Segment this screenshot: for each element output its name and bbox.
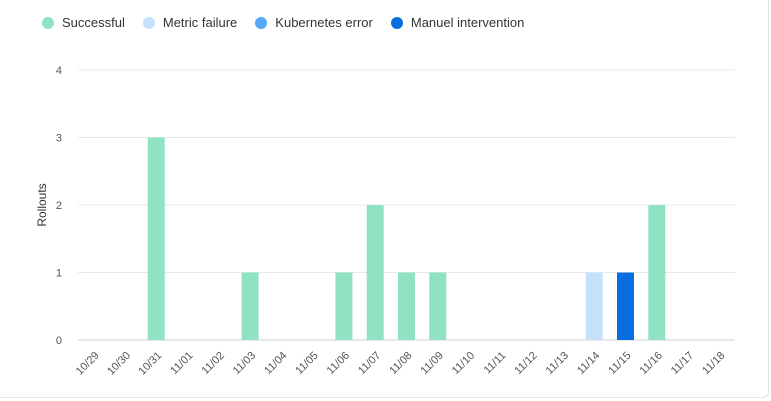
x-tick-label: 11/11 [482, 350, 509, 377]
bar-successful[interactable] [429, 272, 447, 341]
y-tick-label: 2 [56, 200, 62, 212]
bar-successful[interactable] [147, 137, 165, 341]
legend-swatch-kubernetes-error [255, 16, 268, 29]
x-tick-label: 11/04 [262, 350, 289, 377]
y-tick-label: 3 [56, 133, 62, 145]
legend-item-kubernetes-error[interactable]: Kubernetes error [255, 15, 373, 30]
y-tick-label: 0 [56, 335, 62, 347]
x-tick-label: 11/01 [168, 350, 195, 377]
bar-successful[interactable] [648, 205, 666, 340]
bar-successful[interactable] [335, 272, 353, 341]
bar-metric-failure[interactable] [585, 272, 603, 341]
x-tick-label: 11/08 [387, 350, 414, 377]
legend-swatch-successful [42, 16, 54, 29]
x-tick-label: 11/16 [638, 350, 665, 377]
x-tick-label: 11/05 [293, 350, 320, 377]
legend-item-metric-failure[interactable]: Metric failure [142, 15, 238, 30]
y-axis-ticks: 0 1 2 3 4 [56, 65, 62, 347]
x-tick-label: 11/17 [669, 350, 696, 377]
y-tick-label: 4 [56, 65, 62, 77]
x-tick-label: 11/14 [575, 350, 602, 377]
y-axis-label: Rollouts [35, 183, 49, 226]
bar-successful[interactable] [241, 272, 259, 341]
x-tick-label: 11/03 [231, 350, 258, 377]
x-axis-ticks: 10/29 10/30 10/31 11/01 11/02 11/03 11/04 11/05… [74, 350, 728, 378]
legend-label-manuel-intervention: Manuel intervention [410, 15, 525, 30]
x-tick-label: 11/09 [419, 350, 446, 377]
chart-legend: Successful Metric failure Kubernetes err… [42, 15, 542, 30]
legend-item-manuel-intervention[interactable]: Manuel intervention [390, 15, 525, 30]
x-tick-label: 11/10 [450, 350, 477, 377]
x-tick-label: 10/30 [105, 350, 133, 378]
x-tick-label: 11/06 [325, 350, 352, 377]
bar-successful[interactable] [398, 272, 415, 341]
x-tick-label: 10/31 [136, 350, 164, 378]
x-tick-label: 11/02 [200, 350, 227, 377]
legend-label-metric-failure: Metric failure [162, 15, 238, 30]
legend-label-successful: Successful [62, 15, 125, 30]
x-tick-label: 11/07 [356, 350, 383, 377]
y-tick-label: 1 [56, 268, 62, 280]
legend-label-kubernetes-error: Kubernetes error [275, 15, 373, 30]
legend-swatch-manuel-intervention [390, 16, 403, 29]
bar-manuel-intervention[interactable] [617, 272, 634, 341]
x-tick-label: 11/18 [700, 350, 727, 377]
legend-item-successful[interactable]: Successful [42, 15, 125, 30]
x-tick-label: 10/29 [74, 350, 102, 378]
legend-swatch-metric-failure [142, 16, 155, 29]
x-tick-label: 11/13 [544, 350, 571, 377]
bar-successful[interactable] [366, 205, 384, 340]
x-tick-label: 11/12 [512, 350, 539, 377]
bars [147, 137, 666, 341]
x-tick-label: 11/15 [606, 350, 633, 377]
